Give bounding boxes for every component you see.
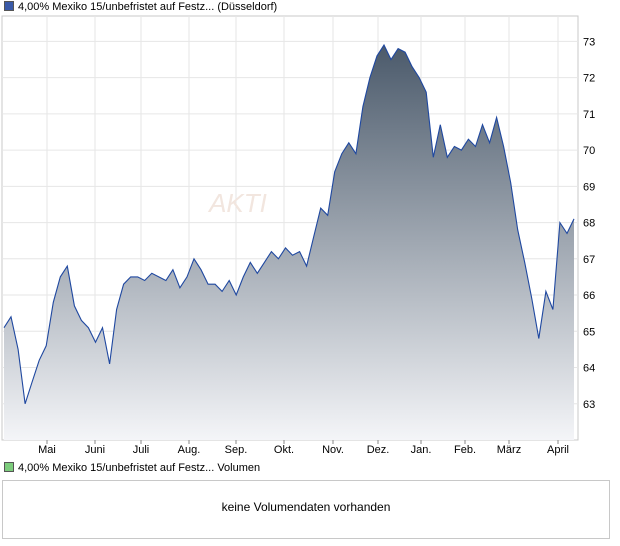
volume-legend-label: 4,00% Mexiko 15/unbefristet auf Festz...…	[18, 462, 261, 474]
x-tick-label: Dez.	[367, 444, 390, 456]
y-tick-label: 65	[583, 326, 595, 338]
y-tick-label: 69	[583, 181, 595, 193]
y-axis: 63 64 65 66 67 68 69 70 71 72 73	[583, 36, 595, 410]
y-tick-label: 71	[583, 109, 595, 121]
series-swatch	[4, 1, 14, 12]
x-tick-label: Mai	[38, 444, 56, 456]
volume-panel: keine Volumendaten vorhanden	[2, 480, 610, 539]
x-tick-label: Nov.	[322, 444, 344, 456]
x-tick-label: Aug.	[178, 444, 201, 456]
price-line	[3, 43, 575, 404]
volume-legend: 4,00% Mexiko 15/unbefristet auf Festz...…	[4, 461, 260, 475]
y-tick-label: 68	[583, 218, 595, 230]
x-tick-label: Sep.	[225, 444, 248, 456]
volume-empty-text: keine Volumendaten vorhanden	[221, 500, 391, 514]
y-tick-label: 70	[583, 145, 595, 157]
x-tick-label: Juni	[85, 444, 105, 456]
watermark: AKTI	[207, 188, 267, 218]
x-axis: Mai Juni Juli Aug. Sep. Okt. Nov. Dez. Jan. Feb. M…	[38, 440, 569, 456]
y-tick-label: 63	[583, 399, 595, 411]
y-tick-label: 73	[583, 36, 595, 48]
x-tick-label: Okt.	[274, 444, 294, 456]
x-tick-label: Juli	[133, 444, 150, 456]
x-tick-label: April	[547, 444, 569, 456]
x-tick-label: Jan.	[411, 444, 432, 456]
x-tick-label: März	[497, 444, 521, 456]
x-tick-label: Feb.	[454, 444, 476, 456]
chart-legend: 4,00% Mexiko 15/unbefristet auf Festz...…	[4, 0, 277, 14]
chart-legend-label: 4,00% Mexiko 15/unbefristet auf Festz...…	[18, 1, 278, 13]
y-tick-label: 66	[583, 290, 595, 302]
y-tick-label: 72	[583, 73, 595, 85]
price-chart: AKTI 63 64 65 66 67 68 69 70 71 72 73 Mai Juni Juli A…	[1, 15, 595, 456]
volume-swatch	[4, 462, 14, 473]
y-tick-label: 67	[583, 254, 595, 266]
y-tick-label: 64	[583, 363, 595, 375]
